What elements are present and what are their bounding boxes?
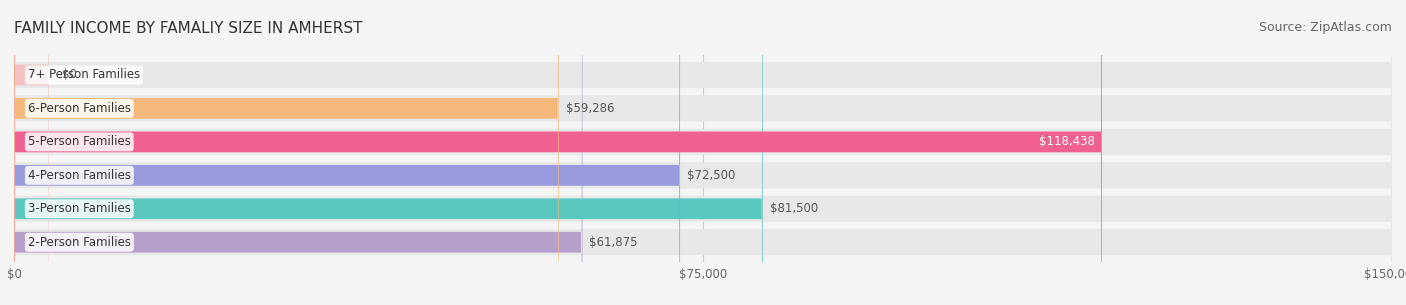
Text: 6-Person Families: 6-Person Families bbox=[28, 102, 131, 115]
FancyBboxPatch shape bbox=[14, 0, 1392, 305]
Text: 4-Person Families: 4-Person Families bbox=[28, 169, 131, 182]
FancyBboxPatch shape bbox=[14, 0, 558, 305]
FancyBboxPatch shape bbox=[14, 0, 48, 305]
FancyBboxPatch shape bbox=[14, 0, 582, 305]
Text: $118,438: $118,438 bbox=[1039, 135, 1095, 148]
Text: 5-Person Families: 5-Person Families bbox=[28, 135, 131, 148]
Text: FAMILY INCOME BY FAMALIY SIZE IN AMHERST: FAMILY INCOME BY FAMALIY SIZE IN AMHERST bbox=[14, 21, 363, 36]
FancyBboxPatch shape bbox=[14, 0, 1102, 305]
FancyBboxPatch shape bbox=[14, 0, 1392, 305]
Text: 2-Person Families: 2-Person Families bbox=[28, 236, 131, 249]
Text: 7+ Person Families: 7+ Person Families bbox=[28, 68, 141, 81]
Text: Source: ZipAtlas.com: Source: ZipAtlas.com bbox=[1258, 21, 1392, 34]
Text: $0: $0 bbox=[62, 68, 77, 81]
FancyBboxPatch shape bbox=[14, 0, 762, 305]
FancyBboxPatch shape bbox=[14, 0, 1392, 305]
FancyBboxPatch shape bbox=[14, 0, 681, 305]
FancyBboxPatch shape bbox=[14, 0, 1392, 305]
FancyBboxPatch shape bbox=[14, 0, 1392, 305]
FancyBboxPatch shape bbox=[14, 0, 1392, 305]
Text: 3-Person Families: 3-Person Families bbox=[28, 202, 131, 215]
Text: $72,500: $72,500 bbox=[688, 169, 735, 182]
Text: $61,875: $61,875 bbox=[589, 236, 638, 249]
Text: $81,500: $81,500 bbox=[769, 202, 818, 215]
Text: $59,286: $59,286 bbox=[565, 102, 614, 115]
